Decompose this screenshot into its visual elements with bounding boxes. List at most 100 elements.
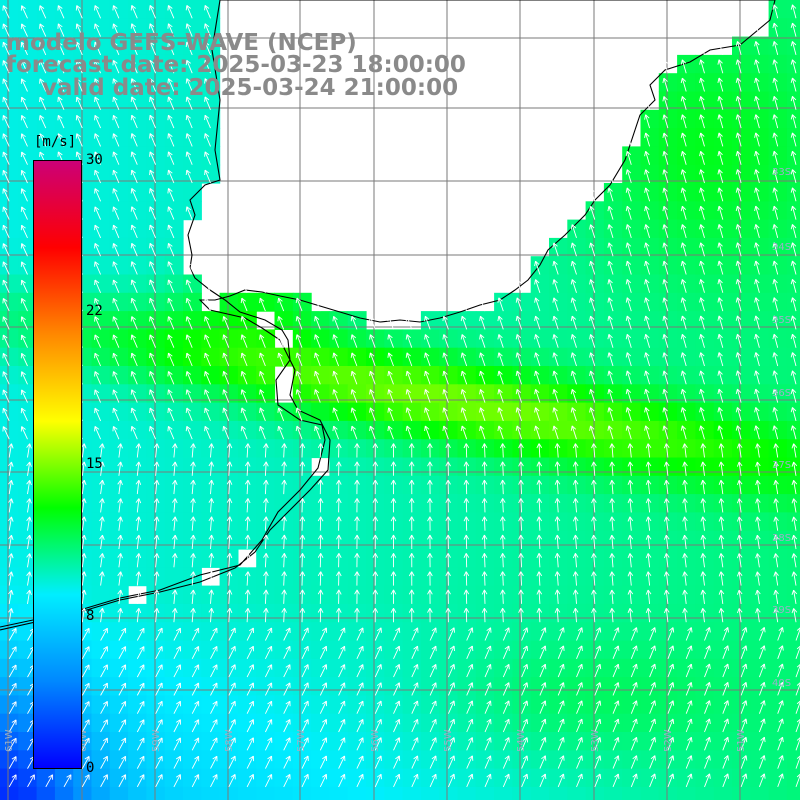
wind-cell [256,713,276,733]
wind-arrow [167,224,175,239]
wind-cell [164,0,184,19]
wind-cell [18,549,38,568]
wind-arrow [277,297,285,312]
wind-arrow [552,334,559,348]
wind-cell [512,347,532,367]
wind-arrow [149,169,157,184]
wind-arrow [589,407,596,422]
wind-cell [494,786,513,800]
wind-cell [164,311,184,330]
wind-cell [274,494,294,513]
wind-arrow [424,334,431,348]
wind-cell [0,494,19,513]
wind-arrow [662,169,669,184]
wind-cell [311,750,330,770]
wind-cell [512,311,532,330]
wind-arrow [20,426,28,440]
wind-cell [402,420,422,440]
wind-arrow [717,169,724,184]
wind-arrow [130,425,138,440]
wind-cell [567,768,587,788]
wind-cell [164,366,184,385]
wind-cell [384,750,404,770]
wind-arrow [20,115,28,129]
wind-cell [128,420,147,440]
wind-cell [54,54,74,74]
wind-arrow [2,188,10,202]
wind-cell [585,713,605,733]
wind-cell [567,549,587,568]
wind-cell [18,36,38,56]
wind-cell [567,695,587,715]
wind-cell [128,18,147,38]
wind-cell [219,347,239,367]
wind-cell [164,475,184,495]
coastline [0,0,776,631]
wind-cell [677,750,696,770]
wind-cell [36,18,56,38]
wind-cell [750,439,770,459]
wind-arrow [369,352,376,367]
wind-cell [768,384,788,404]
wind-cell [622,292,642,312]
wind-arrow [94,5,102,19]
wind-cell [603,439,623,459]
wind-cell [640,786,660,800]
wind-cell [695,494,715,513]
wind-cell [366,384,385,404]
wind-cell [640,494,660,513]
wind-arrow [680,407,687,422]
wind-arrow [295,297,303,312]
wind-arrow [112,224,120,239]
wind-cell [768,439,788,459]
wind-arrow [149,242,157,257]
wind-arrow [772,407,779,422]
wind-cell [549,274,568,294]
wind-cell [640,677,660,696]
wind-cell [658,768,678,788]
wind-cell [439,658,459,678]
wind-arrow [149,407,157,422]
wind-arrow [662,315,669,330]
wind-cell [164,54,184,74]
wind-cell [695,402,715,422]
wind-cell [109,54,129,74]
wind-arrow [735,388,742,403]
wind-cell [603,695,623,715]
wind-cell [146,73,166,93]
wind-cell [695,457,715,477]
wind-cell [18,0,38,19]
wind-cell [786,695,800,715]
wind-cell [366,732,385,751]
wind-cell [750,128,770,147]
wind-cell [732,750,751,770]
wind-arrow [717,242,724,257]
wind-arrow [387,407,394,422]
wind-arrow [442,352,449,367]
wind-cell [183,786,202,800]
wind-arrow [680,297,687,312]
wind-cell [384,384,404,404]
wind-cell [786,567,800,587]
wind-cell [164,695,184,715]
wind-arrow [644,96,651,110]
wind-cell [292,786,312,800]
wind-arrow [460,389,468,403]
wind-cell [677,530,696,550]
wind-cell [54,0,74,19]
wind-arrow [717,59,724,74]
wind-arrow [515,315,523,330]
wind-cell [18,512,38,532]
wind-cell [475,768,495,788]
wind-cell [18,54,38,74]
wind-arrow [185,96,193,110]
wind-cell [750,256,770,276]
wind-cell [658,201,678,221]
wind-cell [311,347,330,367]
wind-cell [457,512,477,532]
wind-cell [457,347,477,367]
wind-arrow [39,133,47,147]
wind-cell [164,109,184,129]
wind-arrow [405,407,413,422]
wind-cell [512,549,532,568]
